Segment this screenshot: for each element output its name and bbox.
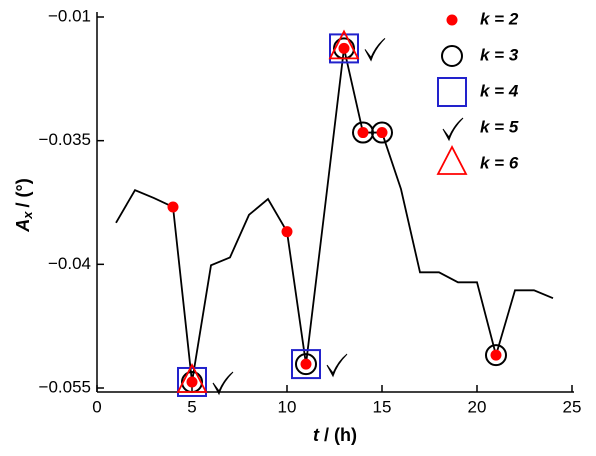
x-tick-label: 5 [187, 397, 196, 416]
dot-marker [376, 127, 388, 139]
square-marker [437, 77, 467, 107]
dot-marker [490, 349, 502, 361]
check-marker [326, 353, 348, 378]
x-tick-label: 25 [563, 397, 582, 416]
legend-label: k = 5 [480, 117, 519, 136]
y-axis-label: Ax / (°) [13, 178, 36, 232]
data-line [115, 48, 554, 383]
y-label-sub: x [20, 211, 35, 220]
triangle-marker [176, 363, 208, 393]
y-tick-label: −0.035 [39, 130, 91, 149]
x-tick-label: 20 [468, 397, 487, 416]
x-label-var: t [313, 425, 320, 445]
legend-label: k = 6 [480, 153, 519, 172]
legend-label: k = 2 [480, 9, 519, 28]
square-marker [291, 349, 321, 380]
circle-marker [371, 121, 393, 144]
triangle-marker [436, 145, 468, 175]
square-marker [177, 366, 207, 397]
legend-label: k = 3 [480, 45, 519, 64]
x-axis-label: t / (h) [313, 425, 357, 445]
check-marker [442, 117, 464, 142]
square-marker [329, 33, 359, 64]
check-marker [364, 38, 386, 62]
x-label-unit: / (h) [324, 425, 357, 445]
dot-marker [281, 226, 293, 238]
dot-marker [300, 358, 312, 370]
circle-marker [295, 353, 317, 376]
x-tick-label: 15 [373, 397, 392, 416]
x-tick-label: 10 [278, 397, 297, 416]
dot-marker [357, 127, 369, 139]
y-label-var: A [13, 219, 33, 233]
y-label-unit: / (°) [13, 178, 33, 207]
dot-marker [338, 42, 350, 54]
circle-marker [485, 344, 507, 367]
circle-marker [441, 45, 463, 67]
triangle-marker [328, 29, 360, 60]
dot-marker [446, 14, 458, 26]
x-tick-label: 0 [92, 397, 101, 416]
dot-marker [186, 376, 198, 388]
legend-label: k = 4 [480, 81, 519, 100]
y-tick-label: −0.01 [48, 6, 91, 25]
check-marker [212, 371, 234, 396]
y-tick-label: −0.055 [39, 377, 91, 396]
y-tick-label: −0.04 [48, 254, 91, 273]
dot-marker [167, 201, 179, 213]
